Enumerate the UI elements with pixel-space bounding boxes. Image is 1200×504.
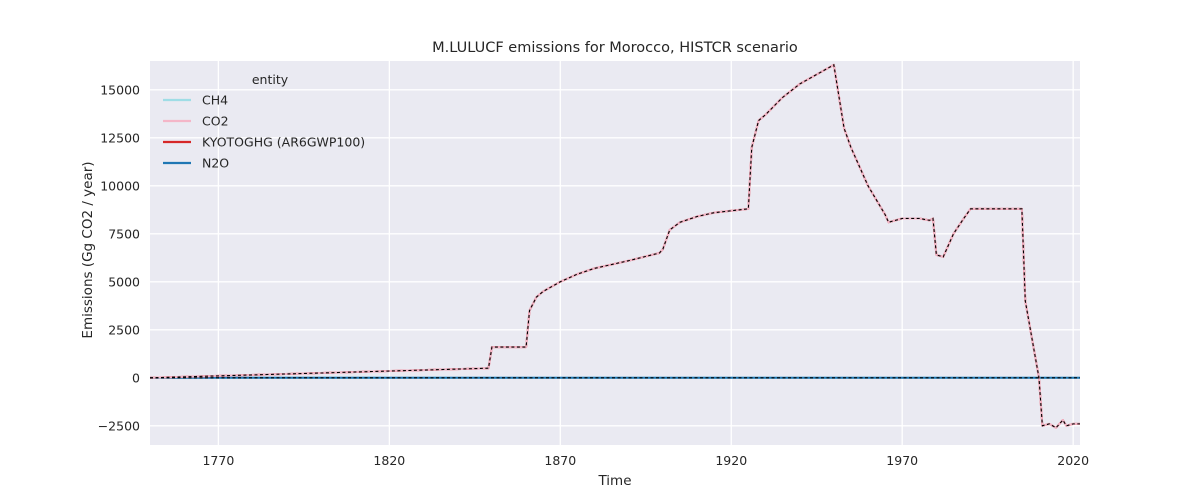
x-tick-label: 1870 — [544, 453, 576, 468]
series-lines — [149, 63, 1080, 429]
y-axis-label: Emissions (Gg CO2 / year) — [80, 161, 96, 338]
plot-area-background — [150, 61, 1080, 445]
y-tick-label: 15000 — [100, 82, 140, 97]
y-tick-labels: −2500 0 2500 5000 7500 10000 12500 15000 — [98, 82, 140, 433]
x-tick-label: 2020 — [1057, 453, 1089, 468]
x-tick-label: 1770 — [202, 453, 234, 468]
x-tick-label: 1920 — [715, 453, 747, 468]
y-tick-label: 5000 — [108, 274, 140, 289]
y-tick-label: 10000 — [100, 178, 140, 193]
legend-title: entity — [252, 72, 289, 87]
y-tick-label: 7500 — [108, 226, 140, 241]
series-line — [149, 63, 1080, 429]
y-tick-label: 2500 — [108, 322, 140, 337]
legend-label: N2O — [202, 156, 229, 171]
y-tick-label: −2500 — [98, 418, 140, 433]
y-tick-label: 0 — [132, 370, 140, 385]
legend-label: KYOTOGHG (AR6GWP100) — [202, 135, 365, 150]
x-tick-label: 1820 — [373, 453, 405, 468]
x-axis-label: Time — [597, 473, 631, 489]
legend-label: CH4 — [202, 93, 228, 108]
x-tick-labels: 1770 1820 1870 1920 1970 2020 — [202, 453, 1089, 468]
y-tick-label: 12500 — [100, 130, 140, 145]
legend: entity CH4 CO2 KYOTOGHG (AR6GWP100) N2O — [163, 72, 365, 171]
x-tick-label: 1970 — [886, 453, 918, 468]
chart-title: M.LULUCF emissions for Morocco, HISTCR s… — [432, 40, 798, 56]
legend-label: CO2 — [202, 114, 229, 129]
